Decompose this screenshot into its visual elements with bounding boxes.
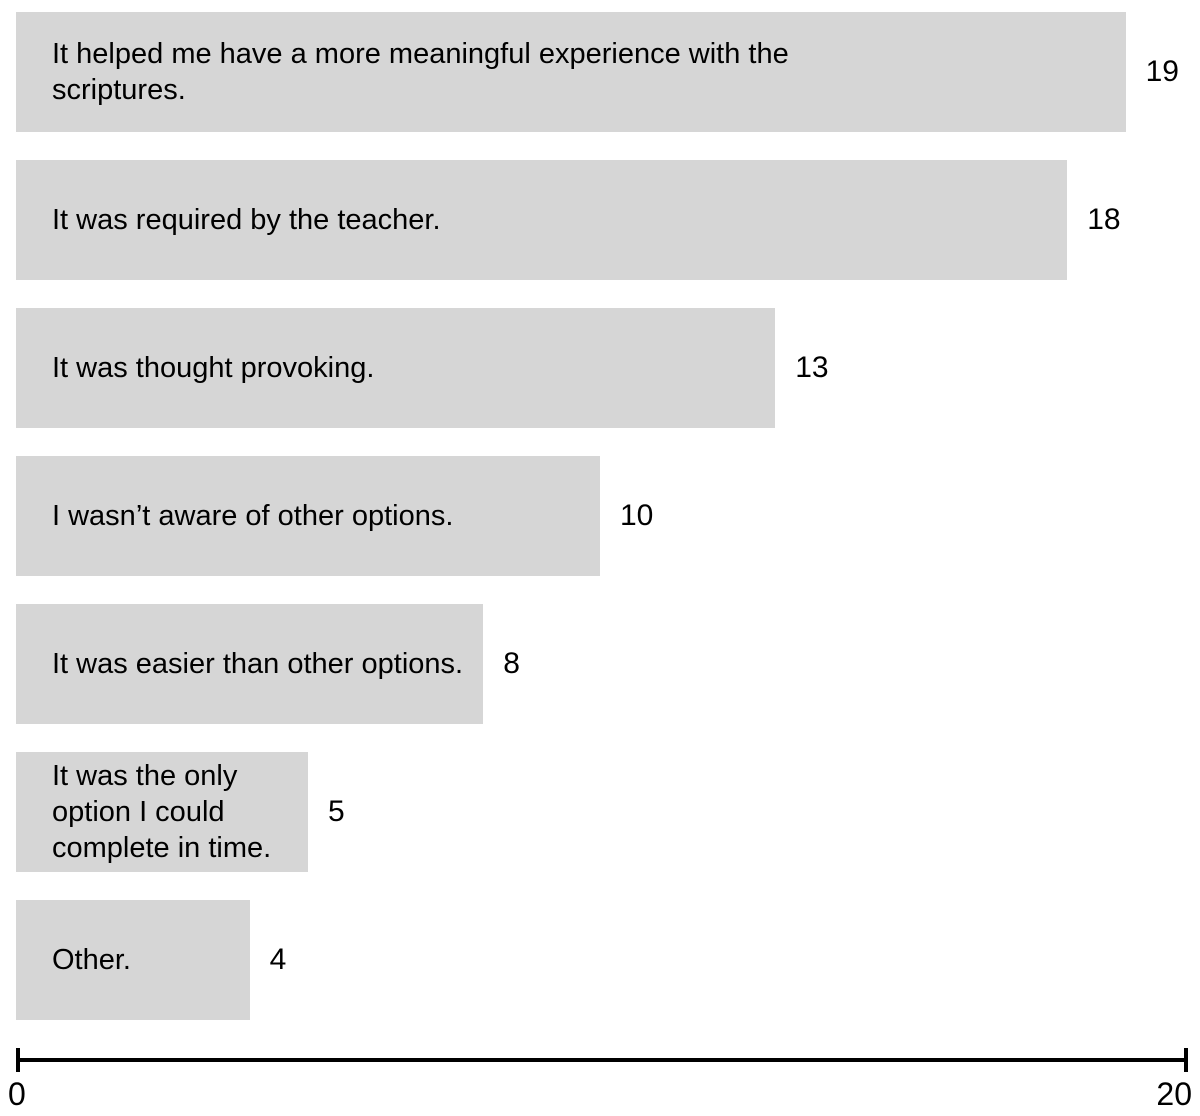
- axis-line: [16, 1058, 1184, 1062]
- axis-tick: [1184, 1048, 1188, 1072]
- bar-label: Other.: [52, 942, 131, 978]
- bar-chart: It helped me have a more meaningful expe…: [0, 0, 1200, 1116]
- axis-tick-label: 0: [8, 1076, 26, 1113]
- bar-row: It was thought provoking. 13: [16, 308, 1184, 428]
- bar: It was thought provoking.: [16, 308, 775, 428]
- bar: It was easier than other options.: [16, 604, 483, 724]
- bar-value: 8: [503, 647, 520, 681]
- bar-label: I wasn’t aware of other options.: [52, 498, 453, 534]
- bar-label: It was easier than other options.: [52, 646, 463, 682]
- bar: I wasn’t aware of other options.: [16, 456, 600, 576]
- bar-value: 19: [1146, 55, 1179, 89]
- bar-row: It was easier than other options. 8: [16, 604, 1184, 724]
- bar-label: It was thought provoking.: [52, 350, 374, 386]
- bar-value: 4: [270, 943, 287, 977]
- bar-row: I wasn’t aware of other options. 10: [16, 456, 1184, 576]
- bar: It was the only option I could complete …: [16, 752, 308, 872]
- bars-container: It helped me have a more meaningful expe…: [16, 12, 1184, 1048]
- bar-value: 13: [795, 351, 828, 385]
- bar: It was required by the teacher.: [16, 160, 1067, 280]
- axis-tick: [16, 1048, 20, 1072]
- axis-tick-label: 20: [1156, 1076, 1192, 1113]
- bar-label: It helped me have a more meaningful expe…: [52, 36, 812, 109]
- bar: Other.: [16, 900, 250, 1020]
- bar-label: It was required by the teacher.: [52, 202, 441, 238]
- bar-value: 10: [620, 499, 653, 533]
- bar-value: 18: [1087, 203, 1120, 237]
- bar-row: It was the only option I could complete …: [16, 752, 1184, 872]
- bar-value: 5: [328, 795, 345, 829]
- bar-label: It was the only option I could complete …: [52, 758, 277, 867]
- bar-row: It was required by the teacher. 18: [16, 160, 1184, 280]
- bar-row: Other. 4: [16, 900, 1184, 1020]
- bar: It helped me have a more meaningful expe…: [16, 12, 1126, 132]
- bar-row: It helped me have a more meaningful expe…: [16, 12, 1184, 132]
